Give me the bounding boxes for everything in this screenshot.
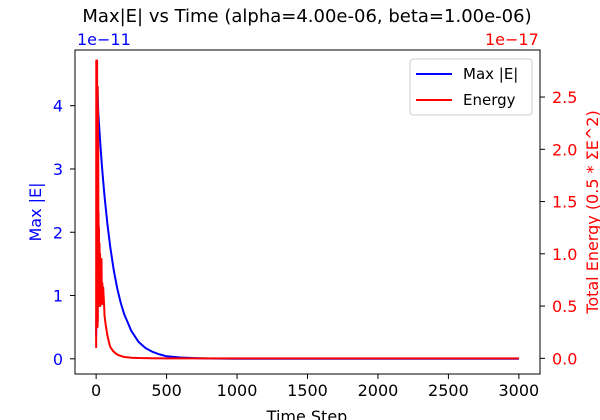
x-tick-label: 500 (151, 381, 182, 400)
x-tick-label: 0 (91, 381, 101, 400)
legend-label: Max |E| (463, 65, 518, 83)
x-tick-label: 1000 (217, 381, 258, 400)
plot-frame (74, 49, 541, 375)
left-axis-offset-label: 1e−11 (77, 30, 131, 49)
right-y-tick-label: 0.0 (552, 349, 577, 368)
left-y-tick-label: 1 (53, 287, 63, 306)
legend-label: Energy (463, 91, 516, 109)
series-group (95, 59, 519, 360)
right-y-tick-label: 1.0 (552, 245, 577, 264)
x-axis-label: Time Step (266, 407, 348, 420)
left-y-tick-label: 4 (53, 97, 63, 116)
left-y-tick-label: 0 (53, 350, 63, 369)
x-tick-label: 2500 (428, 381, 469, 400)
energy-series-line (95, 59, 519, 360)
plot-area (95, 59, 519, 360)
right-y-tick-label: 2.0 (552, 140, 577, 159)
right-axis-offset-label: 1e−17 (485, 30, 539, 49)
x-tick-label: 3000 (499, 381, 540, 400)
max-e-series-line (95, 86, 519, 360)
x-tick-label: 2000 (358, 381, 399, 400)
x-tick-label: 1500 (287, 381, 328, 400)
legend: Max |E| Energy (409, 58, 533, 116)
right-y-tick-label: 2.5 (552, 88, 577, 107)
left-y-tick-label: 3 (53, 160, 63, 179)
right-y-tick-label: 0.5 (552, 297, 577, 316)
left-y-tick-label: 2 (53, 223, 63, 242)
right-y-tick-label: 1.5 (552, 193, 577, 212)
ticks-layer: 0 500 1000 1500 2000 2500 3000 0 1 2 3 4 0.0 0.5 1.0 1.… (53, 88, 578, 400)
left-y-axis-label: Max |E| (26, 182, 45, 241)
right-y-axis-label: Total Energy (0.5 * ΣE^2) (583, 110, 600, 314)
chart-title: Max|E| vs Time (alpha=4.00e-06, beta=1.0… (82, 6, 531, 27)
